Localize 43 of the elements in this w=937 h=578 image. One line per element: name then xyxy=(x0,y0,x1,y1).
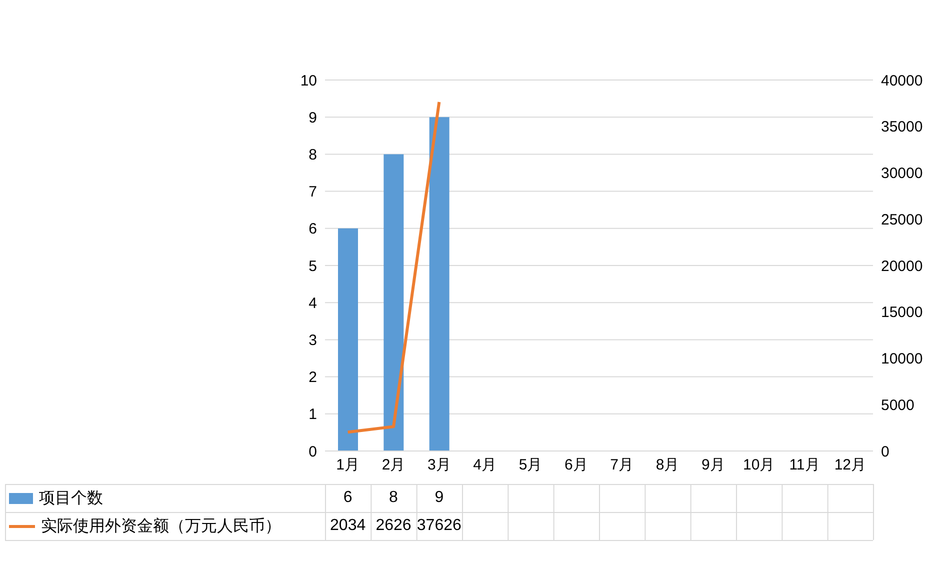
x-tick-label: 12月 xyxy=(834,456,866,474)
x-tick-label: 4月 xyxy=(473,456,497,474)
y2-tick-label: 35000 xyxy=(881,118,923,136)
y-tick-label: 4 xyxy=(308,294,317,312)
y-tick-label: 3 xyxy=(308,332,317,350)
x-tick-label: 11月 xyxy=(789,456,820,474)
legend-label: 实际使用外资金额（万元人民币） xyxy=(41,516,281,536)
y2-tick-label: 0 xyxy=(881,443,890,460)
data-label: 6 xyxy=(342,488,354,508)
y-tick-label: 10 xyxy=(300,72,317,90)
x-tick-label: 3月 xyxy=(427,456,451,474)
y2-tick-label: 25000 xyxy=(881,211,923,228)
x-tick-label: 10月 xyxy=(742,456,775,474)
data-label: 2626 xyxy=(374,516,412,536)
x-tick-label: 6月 xyxy=(564,456,588,474)
x-tick-label: 1月 xyxy=(336,456,360,474)
y2-tick-label: 40000 xyxy=(881,72,923,90)
y-tick-label: 2 xyxy=(308,369,317,386)
y-tick-label: 7 xyxy=(308,184,317,201)
y-tick-label: 8 xyxy=(308,146,317,164)
y-tick-label: 6 xyxy=(308,220,317,238)
data-label: 2034 xyxy=(329,516,367,536)
data-label: 9 xyxy=(434,488,445,508)
y2-tick-label: 20000 xyxy=(881,258,923,275)
y-tick-label: 9 xyxy=(308,109,317,126)
x-tick-label: 7月 xyxy=(610,456,634,474)
data-label: 8 xyxy=(388,488,399,508)
x-tick-label: 2月 xyxy=(382,456,406,474)
data-label: 37626 xyxy=(416,516,462,536)
x-tick-label: 5月 xyxy=(518,456,542,474)
y-tick-label: 5 xyxy=(308,258,317,275)
y2-tick-label: 15000 xyxy=(881,304,923,322)
y-tick-label: 1 xyxy=(308,406,317,424)
y2-tick-label: 30000 xyxy=(881,165,923,182)
bar xyxy=(384,154,404,451)
x-tick-label: 9月 xyxy=(701,456,725,474)
y-tick-label: 0 xyxy=(308,443,317,460)
y2-tick-label: 10000 xyxy=(881,350,923,368)
x-tick-label: 8月 xyxy=(656,456,680,474)
legend-label: 项目个数 xyxy=(39,488,103,508)
y2-tick-label: 5000 xyxy=(881,396,914,414)
bar xyxy=(338,228,358,451)
bar xyxy=(429,117,450,451)
